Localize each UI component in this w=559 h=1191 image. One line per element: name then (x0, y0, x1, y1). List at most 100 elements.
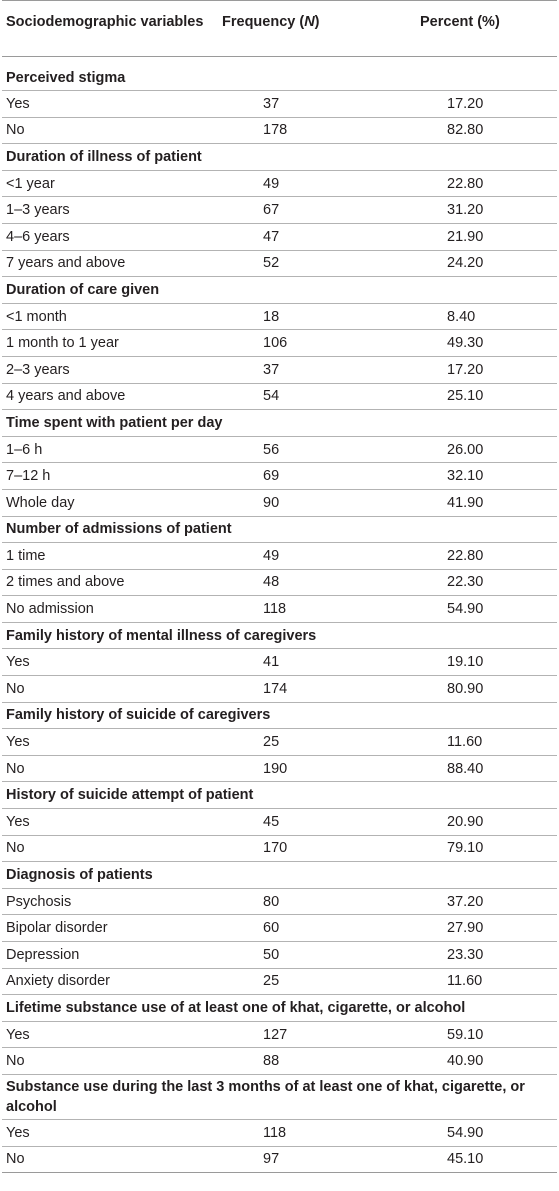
section-title: Number of admissions of patient (2, 516, 557, 544)
section-header-row: Duration of care given (2, 276, 557, 304)
section-header-row: Number of admissions of patient (2, 516, 557, 544)
row-label: 2–3 years (2, 356, 214, 384)
row-label: Psychosis (2, 888, 214, 916)
header-frequency-n: N (304, 14, 315, 30)
row-label: No (2, 755, 214, 783)
row-frequency: 49 (214, 170, 384, 198)
section-header-row: Family history of mental illness of care… (2, 622, 557, 650)
row-frequency: 190 (214, 755, 384, 783)
row-label: Bipolar disorder (2, 914, 214, 942)
section-header-row: Duration of illness of patient (2, 143, 557, 171)
section-header-row: Diagnosis of patients (2, 861, 557, 889)
table-row: 1–6 h 56 26.00 (2, 436, 557, 464)
row-frequency: 37 (214, 356, 384, 384)
table-row: Bipolar disorder 60 27.90 (2, 914, 557, 942)
row-frequency: 49 (214, 542, 384, 570)
row-percent: 17.20 (384, 356, 557, 384)
section-title: Family history of suicide of caregivers (2, 702, 557, 730)
row-percent: 24.20 (384, 250, 557, 278)
row-percent: 23.30 (384, 941, 557, 969)
table-row: No 97 45.10 (2, 1146, 557, 1174)
row-label: Yes (2, 728, 214, 756)
row-frequency: 174 (214, 675, 384, 703)
table-row: Anxiety disorder 25 11.60 (2, 968, 557, 996)
table-row: No 170 79.10 (2, 835, 557, 863)
row-frequency: 37 (214, 90, 384, 118)
row-frequency: 118 (214, 1119, 384, 1147)
table-row: 2 times and above 48 22.30 (2, 569, 557, 597)
row-frequency: 48 (214, 569, 384, 597)
row-frequency: 25 (214, 728, 384, 756)
row-frequency: 50 (214, 941, 384, 969)
row-frequency: 41 (214, 648, 384, 677)
table-row: Yes 41 19.10 (2, 648, 557, 677)
table-row: No admission 118 54.90 (2, 595, 557, 623)
section-title: Duration of care given (2, 276, 557, 304)
table-row: 4 years and above 54 25.10 (2, 383, 557, 411)
section-title: Family history of mental illness of care… (2, 622, 557, 650)
row-frequency: 88 (214, 1047, 384, 1075)
row-frequency: 118 (214, 595, 384, 623)
row-frequency: 25 (214, 968, 384, 996)
section-header-row: History of suicide attempt of patient (2, 781, 557, 810)
row-percent: 41.90 (384, 489, 557, 517)
row-frequency: 106 (214, 329, 384, 357)
row-percent: 88.40 (384, 755, 557, 783)
section-header-row: Perceived stigma (2, 56, 557, 91)
section-title: Lifetime substance use of at least one o… (2, 994, 557, 1022)
row-label: Depression (2, 941, 214, 969)
row-label: Yes (2, 808, 214, 836)
row-label: Yes (2, 1021, 214, 1049)
row-percent: 40.90 (384, 1047, 557, 1075)
row-frequency: 69 (214, 462, 384, 490)
row-percent: 25.10 (384, 383, 557, 411)
sociodemographic-table: Sociodemographic variables Frequency (N)… (2, 0, 557, 1174)
header-percent: Percent (%) (384, 0, 557, 57)
row-label: 4–6 years (2, 223, 214, 251)
section-header-row: Substance use during the last 3 months o… (2, 1074, 557, 1120)
row-percent: 54.90 (384, 1119, 557, 1147)
table-row: Depression 50 23.30 (2, 941, 557, 969)
row-percent: 79.10 (384, 835, 557, 863)
row-percent: 22.30 (384, 569, 557, 597)
header-frequency-suffix: ) (314, 14, 320, 30)
header-row: Sociodemographic variables Frequency (N)… (2, 0, 557, 57)
header-frequency-prefix: Frequency ( (222, 14, 305, 30)
table-top-rule (2, 0, 557, 1)
row-label: 1 month to 1 year (2, 329, 214, 357)
section-title: Diagnosis of patients (2, 861, 557, 889)
section-header-row: Time spent with patient per day (2, 409, 557, 437)
row-percent: 26.00 (384, 436, 557, 464)
section-header-row: Family history of suicide of caregivers (2, 702, 557, 730)
table-row: No 174 80.90 (2, 675, 557, 703)
table-row: 7–12 h 69 32.10 (2, 462, 557, 490)
row-label: <1 year (2, 170, 214, 198)
row-label: No (2, 117, 214, 145)
row-percent: 22.80 (384, 170, 557, 198)
row-label: 7 years and above (2, 250, 214, 278)
table-row: Psychosis 80 37.20 (2, 888, 557, 916)
table-row: Whole day 90 41.90 (2, 489, 557, 517)
row-percent: 22.80 (384, 542, 557, 570)
table-row: Yes 118 54.90 (2, 1119, 557, 1147)
section-title: Duration of illness of patient (2, 143, 557, 171)
row-frequency: 97 (214, 1146, 384, 1174)
row-label: 4 years and above (2, 383, 214, 411)
header-frequency: Frequency (N) (214, 0, 384, 57)
row-frequency: 45 (214, 808, 384, 836)
row-label: No (2, 675, 214, 703)
row-label: Whole day (2, 489, 214, 517)
row-percent: 11.60 (384, 728, 557, 756)
table-row: 7 years and above 52 24.20 (2, 250, 557, 278)
row-percent: 21.90 (384, 223, 557, 251)
table-row: Yes 25 11.60 (2, 728, 557, 756)
row-percent: 37.20 (384, 888, 557, 916)
row-percent: 54.90 (384, 595, 557, 623)
row-frequency: 60 (214, 914, 384, 942)
table-row: 4–6 years 47 21.90 (2, 223, 557, 251)
row-percent: 80.90 (384, 675, 557, 703)
row-label: No admission (2, 595, 214, 623)
section-title: Time spent with patient per day (2, 409, 557, 437)
row-percent: 49.30 (384, 329, 557, 357)
